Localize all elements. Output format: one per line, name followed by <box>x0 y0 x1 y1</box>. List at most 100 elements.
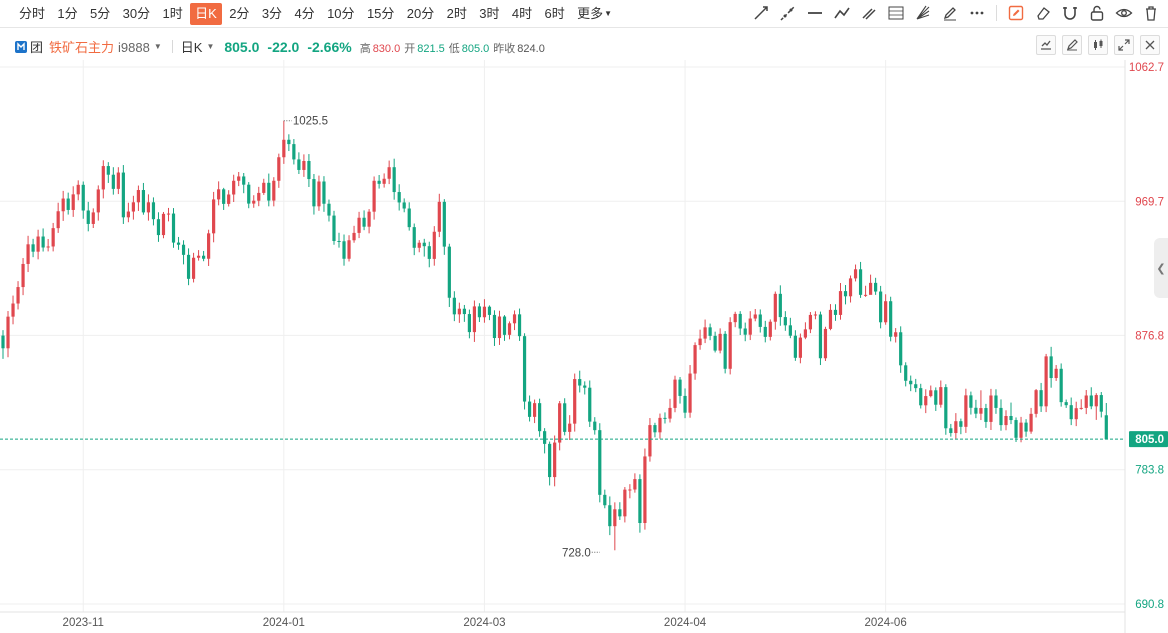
candle-body <box>1014 420 1018 438</box>
draw-toggle-button[interactable] <box>1062 35 1082 55</box>
period-tab[interactable]: 3分 <box>261 6 283 21</box>
candle <box>337 232 341 248</box>
brush-tool[interactable] <box>939 2 961 24</box>
candle-body <box>36 236 40 252</box>
lock-tool[interactable] <box>1086 2 1108 24</box>
period-tab[interactable]: 4时 <box>511 6 533 21</box>
period-tab[interactable]: 2分 <box>229 6 250 21</box>
indicator-button[interactable] <box>1036 35 1056 55</box>
candle-body <box>111 174 115 189</box>
instrument-dropdown-icon[interactable]: ▼ <box>153 42 162 51</box>
candle-body <box>327 203 331 216</box>
candle-body <box>106 166 110 175</box>
period-dropdown-icon[interactable]: ▼ <box>206 42 215 51</box>
delete-tool[interactable] <box>1140 2 1162 24</box>
candle <box>678 377 682 404</box>
close-chart-button[interactable] <box>1140 35 1160 55</box>
candle <box>287 134 291 152</box>
candle <box>1089 387 1093 410</box>
fullscreen-button[interactable] <box>1114 35 1134 55</box>
candle-body <box>863 294 868 296</box>
candle <box>31 238 35 258</box>
chart-style-button[interactable] <box>1088 35 1108 55</box>
candle <box>307 154 311 187</box>
side-panel-toggle[interactable]: ❮ <box>1154 238 1168 298</box>
parallel-channel-tool[interactable] <box>858 2 880 24</box>
period-tab[interactable]: 1分 <box>57 6 78 21</box>
period-tab[interactable]: 15分 <box>366 6 395 21</box>
candle <box>1074 401 1078 427</box>
period-tab[interactable]: 6时 <box>544 6 565 21</box>
period-tab[interactable]: 日K <box>190 3 222 25</box>
candle <box>222 187 226 210</box>
x-tick-label: 2024-01 <box>263 617 305 629</box>
candle-body <box>1064 402 1068 406</box>
candle <box>673 375 677 413</box>
more-tool[interactable] <box>966 2 988 24</box>
candle <box>989 388 993 431</box>
polyline-tool[interactable] <box>831 2 853 24</box>
prev-close-label: 昨收 <box>493 43 516 55</box>
extended-line-tool[interactable] <box>777 2 799 24</box>
fibonacci-tool[interactable] <box>885 2 907 24</box>
eraser-tool[interactable] <box>1032 2 1054 24</box>
eye-tool[interactable] <box>1113 2 1135 24</box>
period-tab[interactable]: 更多▼ <box>577 6 613 21</box>
period-tab[interactable]: 30分 <box>122 6 151 21</box>
candle-body <box>207 233 211 259</box>
candle-body <box>46 246 50 248</box>
x-tick-label: 2024-04 <box>664 617 707 629</box>
candle-body <box>322 181 326 204</box>
candle-body <box>181 244 186 255</box>
candle <box>688 365 692 418</box>
candle-body <box>909 380 913 385</box>
candle-body <box>101 166 105 190</box>
magnet-tool[interactable] <box>1059 2 1081 24</box>
period-tab[interactable]: 10分 <box>327 6 355 21</box>
candle <box>512 310 517 331</box>
candle <box>1014 417 1018 442</box>
drawing-tools <box>745 2 1162 24</box>
candle <box>131 195 135 220</box>
candle <box>914 378 918 393</box>
period-tab[interactable]: 分时 <box>19 6 46 21</box>
candle-body <box>658 417 662 433</box>
expand-icon <box>1118 39 1130 51</box>
candle <box>613 502 617 551</box>
period-tab[interactable]: 5分 <box>90 6 111 21</box>
fan-tool[interactable] <box>912 2 934 24</box>
high-label: 高 <box>359 43 371 55</box>
period-tab[interactable]: 4分 <box>294 6 315 21</box>
period-tab[interactable]: 1时 <box>162 6 183 21</box>
period-tab[interactable]: 3时 <box>479 6 500 21</box>
x-tick-label: 2024-03 <box>463 617 505 629</box>
candle-body <box>914 384 918 389</box>
period-selector[interactable]: 日K <box>180 40 203 55</box>
candle <box>713 331 717 353</box>
candle <box>939 380 943 408</box>
ray-line-tool[interactable] <box>750 2 772 24</box>
period-tabs: 分时 1分 5分 30分 1时 日K 2分 3分 4分 10分 15分 20分 2时 3时 4时 6时 更多▼ <box>14 3 619 25</box>
candle <box>738 311 742 335</box>
period-tab[interactable]: 20分 <box>406 6 435 21</box>
candle-body <box>688 373 692 413</box>
edit-tool[interactable] <box>1005 2 1027 24</box>
candle-body <box>277 157 281 181</box>
candle <box>247 182 251 209</box>
candle <box>46 238 50 252</box>
candle <box>61 190 65 221</box>
candle-body <box>653 425 657 433</box>
candle <box>593 417 597 435</box>
candle <box>748 311 752 341</box>
candle-body <box>853 269 858 279</box>
period-tab[interactable]: 2时 <box>446 6 467 21</box>
instrument-name[interactable]: 铁矿石主力 <box>49 40 115 55</box>
candle-body <box>723 333 727 369</box>
candle-body <box>1044 356 1048 407</box>
candle <box>532 399 537 424</box>
instrument-code[interactable]: i9888 <box>118 40 150 55</box>
candle-body <box>467 314 471 333</box>
candle <box>563 398 567 436</box>
horizontal-line-tool[interactable] <box>804 2 826 24</box>
